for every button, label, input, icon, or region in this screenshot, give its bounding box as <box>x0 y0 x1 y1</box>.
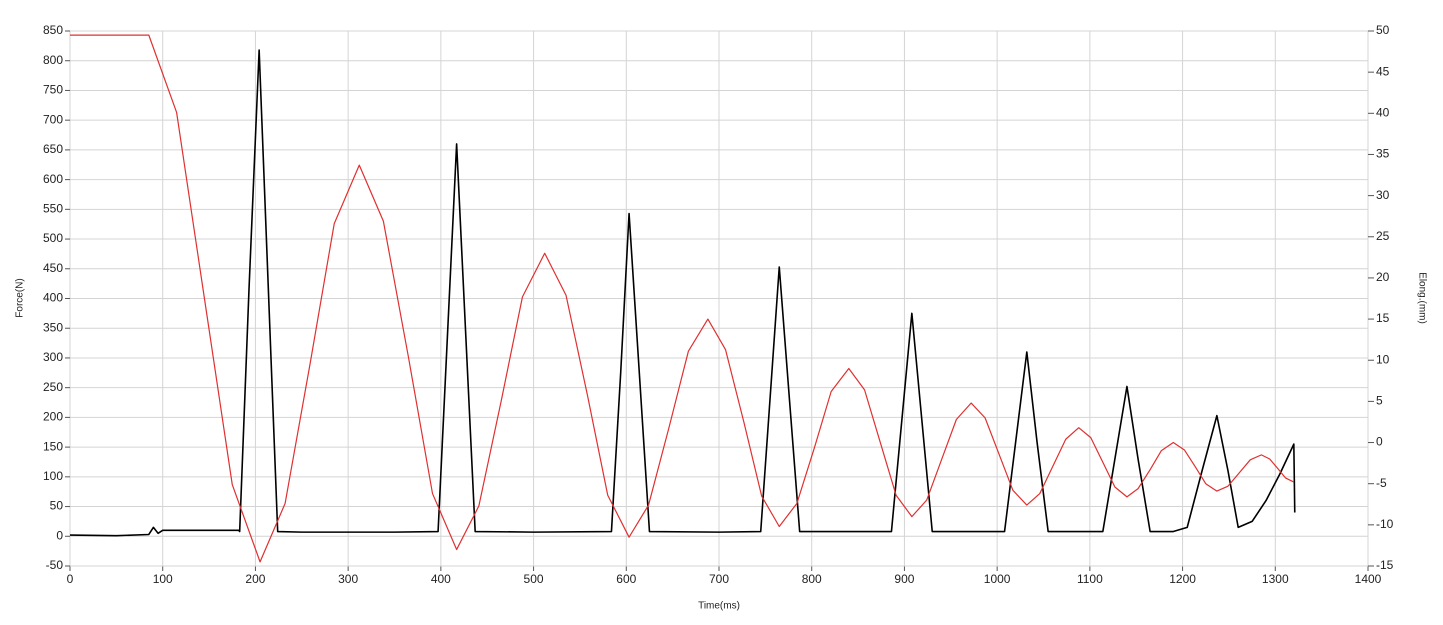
y2-tick-label: 5 <box>1376 394 1383 408</box>
y-tick-label: 550 <box>43 202 63 216</box>
x-tick-label: 1100 <box>1077 572 1103 586</box>
y2-tick-label: 30 <box>1376 188 1390 202</box>
x-tick-label: 100 <box>153 572 173 586</box>
x-tick-label: 700 <box>709 572 729 586</box>
x-tick-label: 1200 <box>1169 572 1196 586</box>
y-tick-label: 150 <box>43 439 63 453</box>
y-tick-label: 500 <box>43 231 63 245</box>
x-axis-label: Time(ms) <box>698 601 740 612</box>
y2-tick-label: 10 <box>1376 352 1390 366</box>
x-tick-label: 0 <box>67 572 74 586</box>
y-tick-label: 600 <box>43 172 63 186</box>
y2-tick-label: -15 <box>1376 558 1394 572</box>
y-tick-label: 400 <box>43 291 63 305</box>
y-tick-label: 0 <box>56 528 63 542</box>
x-tick-label: 300 <box>338 572 358 586</box>
y-tick-label: -50 <box>46 558 64 572</box>
y2-tick-label: -10 <box>1376 517 1394 531</box>
y-tick-label: 700 <box>43 112 63 126</box>
x-tick-label: 200 <box>245 572 265 586</box>
y-tick-label: 50 <box>50 499 64 513</box>
y-tick-label: 200 <box>43 410 63 424</box>
y2-axis-label: Elong.(mm) <box>1416 272 1427 324</box>
y-tick-label: 750 <box>43 83 63 97</box>
y2-tick-label: 35 <box>1376 147 1390 161</box>
y-tick-label: 450 <box>43 261 63 275</box>
y2-tick-label: 50 <box>1376 23 1390 37</box>
y2-tick-label: 0 <box>1376 435 1383 449</box>
x-tick-label: 1300 <box>1262 572 1289 586</box>
y-tick-label: 300 <box>43 350 63 364</box>
y2-tick-label: 45 <box>1376 64 1390 78</box>
y2-tick-label: -5 <box>1376 476 1387 490</box>
y2-tick-label: 25 <box>1376 229 1390 243</box>
y2-tick-label: 20 <box>1376 270 1390 284</box>
y-tick-label: 850 <box>43 23 63 37</box>
series-line <box>70 34 1295 563</box>
y-tick-label: 650 <box>43 142 63 156</box>
x-tick-label: 900 <box>894 572 914 586</box>
y-tick-label: 800 <box>43 53 63 67</box>
x-tick-label: 500 <box>524 572 544 586</box>
y2-tick-label: 15 <box>1376 311 1390 325</box>
x-tick-label: 600 <box>616 572 636 586</box>
y-tick-label: 350 <box>43 320 63 334</box>
y-tick-label: 250 <box>43 380 63 394</box>
y-axis-label: Force(N) <box>15 278 26 317</box>
x-tick-label: 1400 <box>1355 572 1382 586</box>
series-line <box>69 49 1296 537</box>
x-tick-label: 800 <box>802 572 822 586</box>
y-tick-label: 100 <box>43 469 63 483</box>
y2-tick-label: 40 <box>1376 105 1390 119</box>
x-tick-label: 400 <box>431 572 451 586</box>
x-tick-label: 1000 <box>984 572 1011 586</box>
